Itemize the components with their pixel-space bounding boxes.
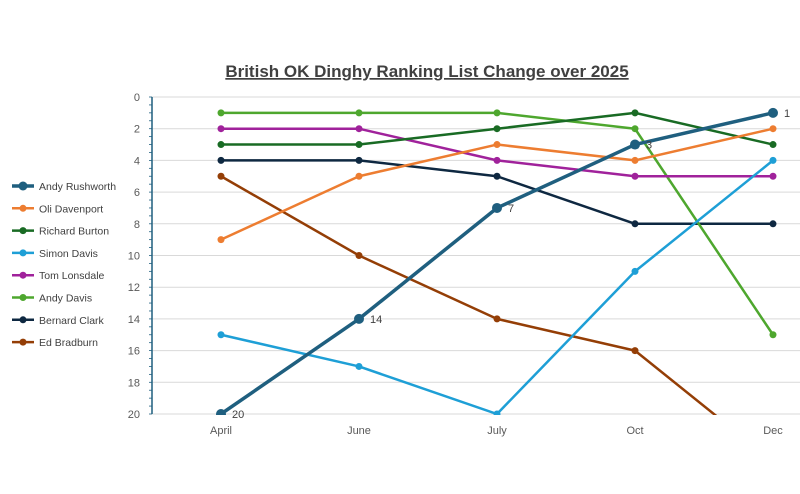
y-tick-label: 20 xyxy=(128,409,140,421)
y-tick-label: 0 xyxy=(134,92,140,104)
y-tick-label: 12 xyxy=(128,282,140,294)
data-point xyxy=(769,172,777,180)
legend-marker xyxy=(19,338,27,346)
data-label: 1 xyxy=(784,108,790,120)
legend-marker xyxy=(19,227,27,235)
legend-entry: Andy Rushworth xyxy=(39,181,116,193)
data-point xyxy=(355,362,363,370)
y-axis: 0 2 4 6 8 10 12 14 16 18 20 xyxy=(128,92,153,421)
data-point xyxy=(493,410,501,415)
x-tick-label: June xyxy=(347,425,371,437)
data-point xyxy=(355,125,363,133)
data-point xyxy=(631,125,639,133)
data-point xyxy=(217,172,225,180)
data-point xyxy=(770,458,777,465)
x-tick-label: Oct xyxy=(626,425,643,437)
data-point xyxy=(493,172,501,180)
data-label: 7 xyxy=(508,203,514,215)
data-label: 3 xyxy=(646,140,652,152)
data-point xyxy=(493,125,501,133)
data-point xyxy=(769,141,777,149)
data-point xyxy=(631,220,639,228)
data-point xyxy=(217,156,225,164)
data-point xyxy=(631,267,639,275)
data-point xyxy=(355,156,363,164)
x-tick-label: July xyxy=(487,425,507,437)
data-point xyxy=(631,347,639,355)
legend-entry: Ed Bradburn xyxy=(39,337,98,349)
data-point xyxy=(355,141,363,149)
data-point xyxy=(217,109,225,117)
data-point xyxy=(631,172,639,180)
data-point xyxy=(631,156,639,164)
legend-marker xyxy=(19,271,27,279)
data-point xyxy=(769,220,777,228)
data-point xyxy=(355,252,363,259)
data-point xyxy=(354,313,364,324)
legend-entry: Richard Burton xyxy=(39,226,109,238)
data-point xyxy=(768,107,778,118)
data-point xyxy=(217,125,225,133)
data-label: 20 xyxy=(232,409,244,421)
data-point xyxy=(493,109,501,117)
data-point xyxy=(769,156,777,164)
series-lines xyxy=(216,107,778,465)
x-axis: April June July Oct Dec xyxy=(210,425,783,437)
legend-marker xyxy=(19,316,27,324)
legend-marker xyxy=(18,181,28,191)
y-tick-label: 10 xyxy=(128,251,140,263)
y-tick-label: 6 xyxy=(134,187,140,199)
legend-entry: Andy Davis xyxy=(39,293,92,305)
y-tick-label: 2 xyxy=(134,124,140,136)
data-point xyxy=(217,141,225,149)
chart-title: British OK Dinghy Ranking List Change ov… xyxy=(225,62,628,81)
series-line-tom-lonsdale xyxy=(221,127,773,178)
legend-entry: Tom Lonsdale xyxy=(39,270,105,282)
data-point xyxy=(492,202,502,213)
y-tick-label: 4 xyxy=(134,155,140,167)
data-point xyxy=(217,331,225,339)
legend-entry: Simon Davis xyxy=(39,248,98,260)
data-point xyxy=(217,236,225,244)
y-tick-label: 18 xyxy=(128,377,140,389)
x-tick-label: Dec xyxy=(763,425,783,437)
legend-marker xyxy=(19,204,27,212)
legend-entry: Oli Davenport xyxy=(39,203,103,215)
data-point xyxy=(355,109,363,117)
x-tick-label: April xyxy=(210,425,232,437)
data-point xyxy=(630,139,640,150)
data-point xyxy=(355,172,363,180)
data-labels: 20 14 7 3 1 xyxy=(232,108,790,421)
data-point xyxy=(493,156,501,164)
y-tick-label: 8 xyxy=(134,219,140,231)
data-point xyxy=(769,331,777,339)
data-label: 14 xyxy=(370,314,382,326)
legend: Andy Rushworth Oli Davenport Richard Burto… xyxy=(12,181,116,349)
data-point xyxy=(769,125,777,133)
data-point xyxy=(493,141,501,149)
legend-marker xyxy=(19,249,27,257)
data-point xyxy=(631,109,639,117)
y-tick-label: 16 xyxy=(128,346,140,358)
data-point xyxy=(216,409,226,415)
data-point xyxy=(493,315,501,323)
y-tick-label: 14 xyxy=(128,314,140,326)
legend-entry: Bernard Clark xyxy=(39,315,105,327)
legend-marker xyxy=(19,294,27,301)
